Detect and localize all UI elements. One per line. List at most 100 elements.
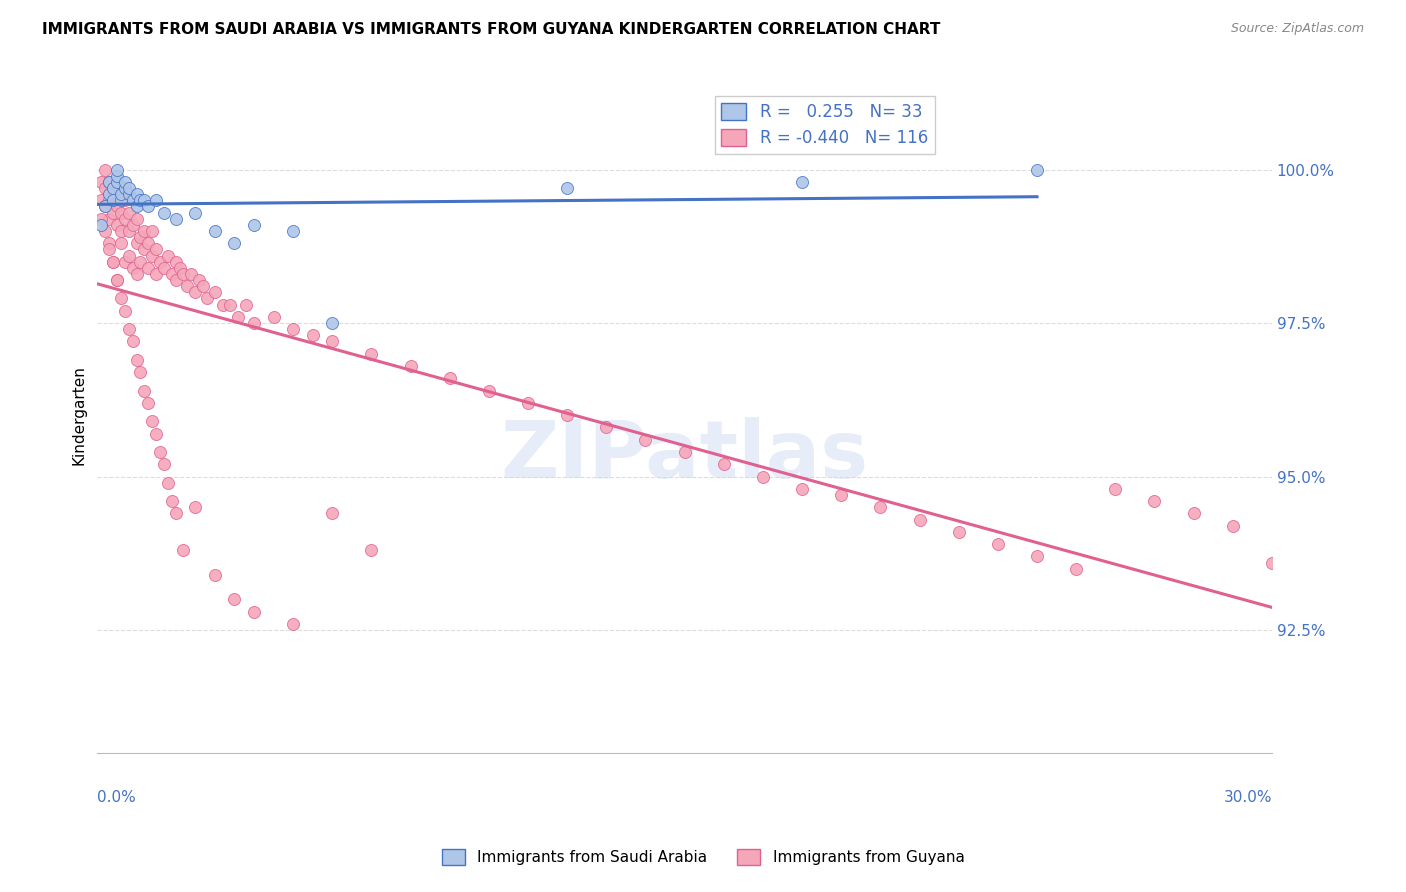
Point <box>263 310 285 324</box>
Point <box>121 193 143 207</box>
Point <box>948 524 970 539</box>
Point <box>478 384 501 398</box>
Point <box>634 433 657 447</box>
Point <box>145 267 167 281</box>
Point <box>125 199 148 213</box>
Point <box>141 248 163 262</box>
Point <box>195 292 218 306</box>
Point <box>136 199 159 213</box>
Point <box>173 543 195 558</box>
Text: 30.0%: 30.0% <box>1223 790 1272 805</box>
Point <box>673 445 696 459</box>
Point <box>160 267 183 281</box>
Point <box>184 500 207 515</box>
Point <box>118 224 141 238</box>
Point <box>184 205 207 219</box>
Point <box>105 175 128 189</box>
Point <box>184 285 207 300</box>
Point <box>94 224 117 238</box>
Point <box>118 205 141 219</box>
Point <box>173 267 195 281</box>
Point <box>145 426 167 441</box>
Point <box>129 193 152 207</box>
Point <box>243 605 266 619</box>
Point <box>94 199 117 213</box>
Legend: R =   0.255   N= 33, R = -0.440   N= 116: R = 0.255 N= 33, R = -0.440 N= 116 <box>714 96 935 154</box>
Point <box>121 334 143 349</box>
Point <box>224 236 246 251</box>
Point <box>105 273 128 287</box>
Point <box>321 334 343 349</box>
Point <box>98 236 121 251</box>
Point <box>153 457 176 471</box>
Point <box>188 273 211 287</box>
Point <box>399 359 422 373</box>
Point <box>219 298 242 312</box>
Point <box>555 181 578 195</box>
Point <box>1182 507 1205 521</box>
Point <box>1261 556 1284 570</box>
Point <box>114 193 136 207</box>
Point <box>98 243 121 257</box>
Point <box>153 260 176 275</box>
Point <box>713 457 735 471</box>
Text: ZIPatlas: ZIPatlas <box>501 417 869 495</box>
Point <box>224 592 246 607</box>
Point <box>121 260 143 275</box>
Point <box>360 543 382 558</box>
Point <box>129 365 152 379</box>
Point <box>105 181 128 195</box>
Point <box>1222 518 1244 533</box>
Point <box>1026 162 1049 177</box>
Point <box>165 211 187 226</box>
Point <box>118 322 141 336</box>
Point <box>204 224 226 238</box>
Point <box>790 175 813 189</box>
Point <box>110 236 132 251</box>
Point <box>176 279 198 293</box>
Point <box>101 254 124 268</box>
Point <box>118 181 141 195</box>
Point <box>101 187 124 202</box>
Point <box>105 218 128 232</box>
Text: Source: ZipAtlas.com: Source: ZipAtlas.com <box>1230 22 1364 36</box>
Point <box>555 408 578 422</box>
Point <box>136 260 159 275</box>
Point <box>98 175 121 189</box>
Point <box>94 199 117 213</box>
Point <box>105 199 128 213</box>
Point <box>243 316 266 330</box>
Point <box>114 211 136 226</box>
Point <box>101 254 124 268</box>
Point <box>987 537 1010 551</box>
Point <box>145 243 167 257</box>
Point <box>114 175 136 189</box>
Point <box>125 211 148 226</box>
Point <box>156 475 179 490</box>
Point <box>129 230 152 244</box>
Point <box>169 260 191 275</box>
Point <box>165 254 187 268</box>
Point <box>869 500 891 515</box>
Point <box>156 248 179 262</box>
Point <box>136 236 159 251</box>
Point <box>908 512 931 526</box>
Point <box>101 193 124 207</box>
Point <box>141 224 163 238</box>
Point <box>101 181 124 195</box>
Point <box>98 211 121 226</box>
Point <box>160 494 183 508</box>
Point <box>110 193 132 207</box>
Point <box>301 328 323 343</box>
Point <box>90 218 112 232</box>
Point <box>118 187 141 202</box>
Legend: Immigrants from Saudi Arabia, Immigrants from Guyana: Immigrants from Saudi Arabia, Immigrants… <box>436 843 970 871</box>
Point <box>129 254 152 268</box>
Point <box>191 279 214 293</box>
Point <box>98 193 121 207</box>
Point <box>98 175 121 189</box>
Point <box>125 187 148 202</box>
Point <box>281 616 304 631</box>
Point <box>114 254 136 268</box>
Point <box>204 285 226 300</box>
